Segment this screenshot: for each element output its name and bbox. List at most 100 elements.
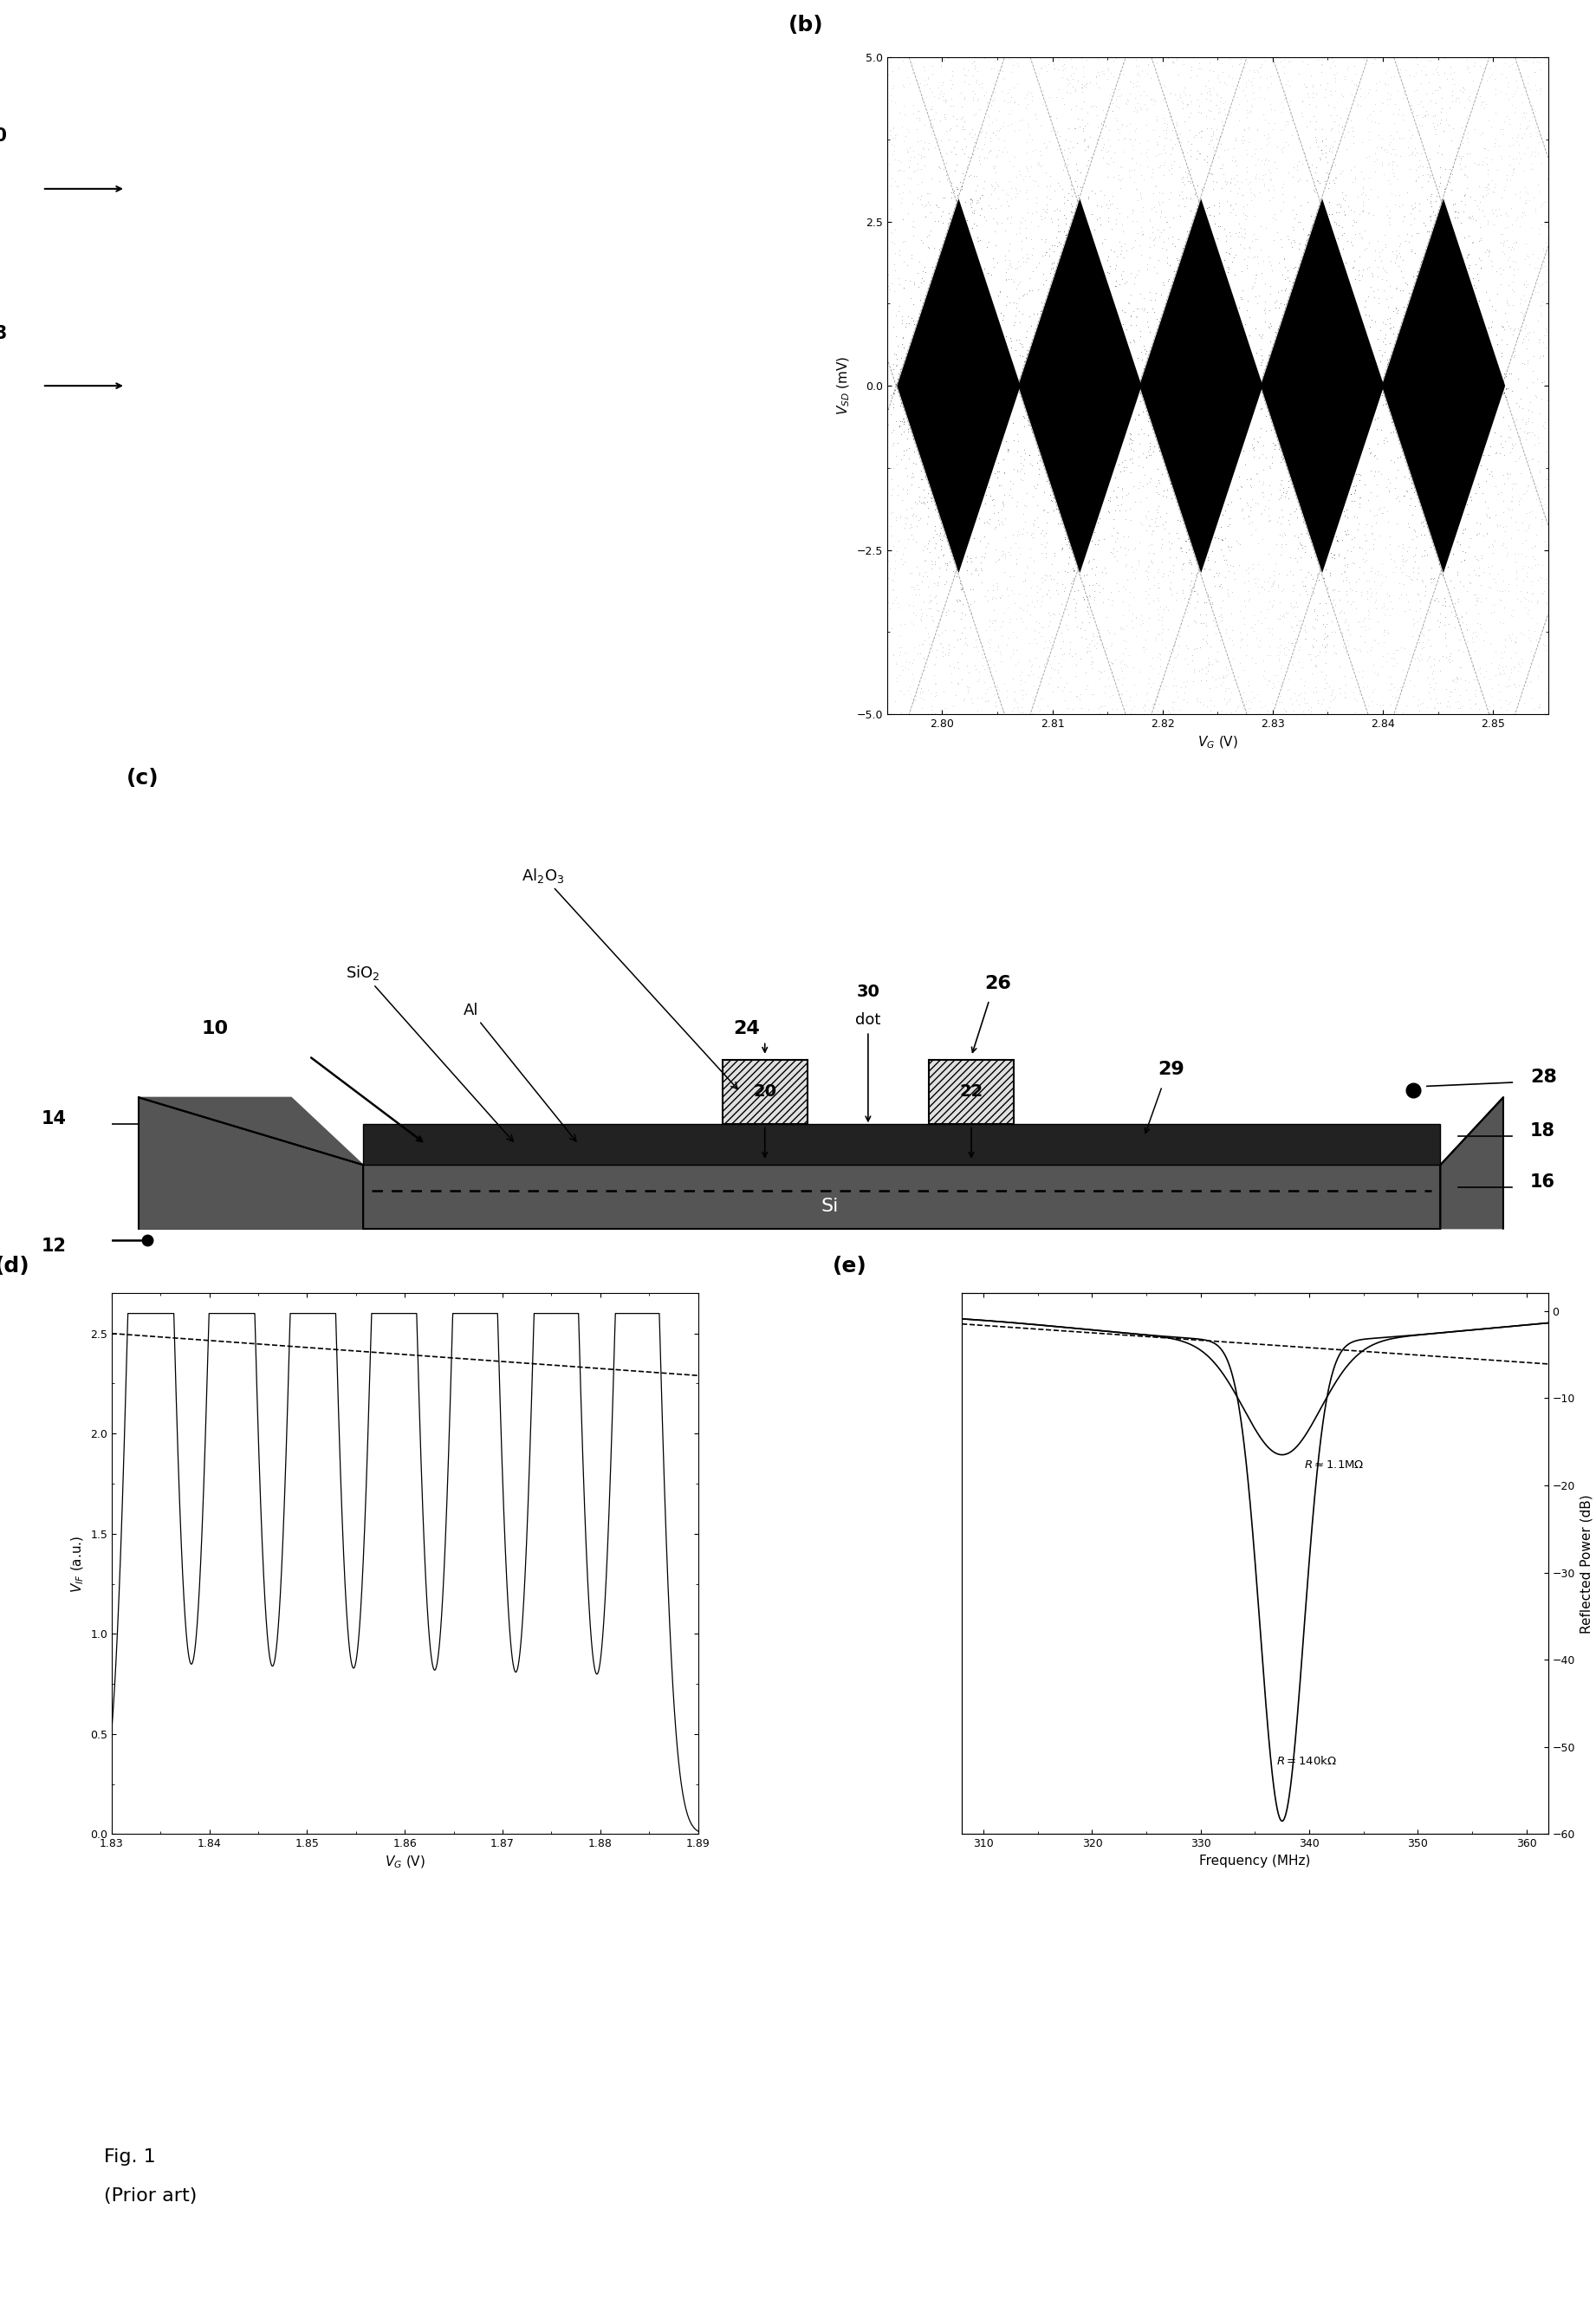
Point [316, 352, 342, 389]
Point [618, 506, 643, 543]
Point [471, 520, 496, 557]
Point [289, 92, 314, 129]
Point [477, 288, 503, 324]
Point [768, 258, 793, 294]
Point [490, 660, 516, 697]
Point [276, 294, 302, 331]
Point [788, 69, 814, 106]
Point [335, 76, 361, 113]
Point [452, 90, 477, 126]
Point [128, 207, 153, 244]
Point [421, 596, 447, 632]
Point [179, 324, 204, 361]
Point [525, 518, 551, 554]
Point [391, 129, 417, 166]
Text: 18: 18 [1531, 1122, 1555, 1138]
Point [351, 391, 377, 428]
Point [656, 499, 681, 536]
Text: 22: 22 [959, 1083, 983, 1099]
Point [153, 67, 179, 104]
Point [581, 269, 606, 306]
Point [506, 44, 531, 81]
Point [171, 161, 196, 198]
Text: 28: 28 [0, 324, 8, 343]
Point [179, 540, 204, 577]
Point [251, 345, 276, 382]
Point [672, 209, 697, 246]
Point [583, 642, 608, 679]
X-axis label: $V_G$ (V): $V_G$ (V) [385, 1854, 425, 1870]
Point [215, 299, 241, 336]
Point [193, 547, 219, 584]
Point [330, 186, 356, 223]
Point [448, 639, 474, 676]
Point [476, 582, 501, 619]
Point [241, 573, 267, 610]
Point [787, 283, 812, 320]
Point [516, 467, 541, 504]
Point [176, 306, 201, 343]
Point [463, 55, 488, 92]
Point [431, 191, 456, 228]
Point [420, 423, 445, 460]
Point [193, 492, 219, 529]
Point [672, 398, 697, 435]
Point [793, 368, 819, 405]
Point [594, 207, 619, 244]
Text: $V_{B2}$: $V_{B2}$ [493, 494, 514, 508]
Point [780, 635, 806, 672]
Point [653, 430, 678, 467]
Point [276, 616, 302, 653]
Point [417, 237, 442, 274]
Point [179, 352, 204, 389]
Point [252, 136, 278, 172]
Point [752, 474, 777, 511]
Point [399, 377, 425, 414]
Point [629, 603, 654, 639]
Text: 20: 20 [306, 598, 327, 612]
Point [364, 534, 389, 570]
Point [220, 377, 246, 414]
Point [254, 285, 279, 322]
Point [737, 547, 763, 584]
Point [99, 492, 124, 529]
Point [369, 92, 394, 129]
Point [694, 400, 720, 437]
Point [353, 324, 378, 361]
Point [667, 426, 693, 462]
Text: $V_{B1}$: $V_{B1}$ [251, 494, 271, 508]
Point [233, 260, 259, 297]
Point [401, 366, 426, 402]
Point [788, 688, 814, 724]
Point [616, 478, 642, 515]
Point [479, 570, 504, 607]
Point [650, 366, 675, 402]
Point [640, 662, 666, 699]
Point [555, 345, 581, 382]
Point [567, 334, 592, 370]
Point [581, 676, 606, 713]
Point [492, 499, 517, 536]
Point [231, 607, 257, 644]
Point [780, 518, 806, 554]
Point [378, 531, 404, 568]
Point [659, 377, 685, 414]
Point [282, 398, 308, 435]
Point [613, 184, 638, 221]
Point [600, 412, 626, 448]
Point [281, 276, 306, 313]
Text: $R=140\mathrm{k}\Omega$: $R=140\mathrm{k}\Omega$ [1277, 1755, 1337, 1766]
Point [468, 662, 493, 699]
Point [779, 255, 804, 292]
Point [314, 557, 340, 593]
Point [345, 695, 370, 731]
Point [536, 391, 562, 428]
Point [243, 580, 268, 616]
Point [104, 46, 129, 83]
Point [321, 168, 346, 205]
Point [675, 363, 701, 400]
Point [160, 327, 185, 363]
Point [504, 559, 530, 596]
Point [709, 124, 734, 161]
Point [771, 350, 796, 386]
